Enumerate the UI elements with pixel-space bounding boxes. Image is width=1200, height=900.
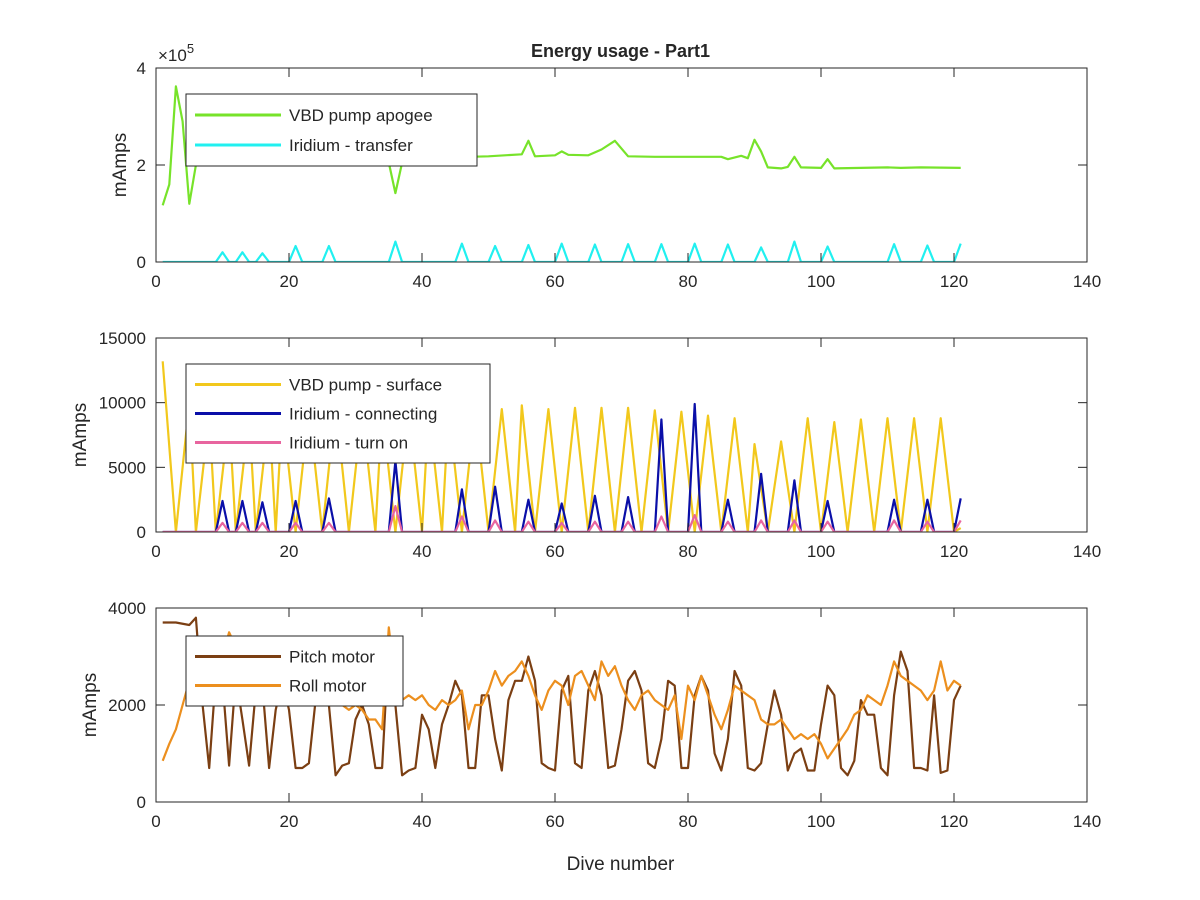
legend: VBD pump apogee Iridium - transfer (185, 93, 478, 167)
x-tick-label: 80 (679, 812, 698, 831)
y-tick-label: 2000 (108, 696, 146, 715)
x-tick-label: 120 (940, 812, 968, 831)
x-tick-label: 20 (280, 542, 299, 561)
x-tick-label: 140 (1073, 272, 1101, 291)
legend-box (185, 93, 478, 167)
x-tick-label: 0 (151, 272, 160, 291)
y-tick-label: 2 (137, 156, 146, 175)
legend-label: Iridium - turn on (289, 434, 408, 453)
legend: Pitch motor Roll motor (185, 635, 404, 707)
series-line-2 (162, 402, 962, 532)
x-tick-label: 60 (546, 542, 565, 561)
x-tick-label: 40 (413, 812, 432, 831)
figure-title: Energy usage - Part1 (531, 41, 710, 61)
x-tick-label: 100 (807, 812, 835, 831)
x-axis-label: Dive number (567, 854, 675, 875)
x-tick-label: 140 (1073, 542, 1101, 561)
series-group (161, 361, 962, 532)
x-tick-label: 60 (546, 812, 565, 831)
y-tick-label: 10000 (99, 394, 146, 413)
y-axis-label: mAmps (110, 133, 131, 197)
x-tick-label: 80 (679, 272, 698, 291)
y-exponent-label: ×105 (158, 41, 194, 65)
y-axis-label: mAmps (80, 673, 101, 737)
x-tick-label: 120 (940, 272, 968, 291)
x-tick-label: 100 (807, 542, 835, 561)
x-tick-label: 20 (280, 812, 299, 831)
axes-box (155, 337, 1088, 533)
x-tick-label: 40 (413, 272, 432, 291)
x-tick-label: 0 (151, 812, 160, 831)
series-line-3 (162, 505, 962, 532)
y-tick-label: 15000 (99, 329, 146, 348)
x-tick-label: 0 (151, 542, 160, 561)
panel-1: 0 20 40 60 80 100 120 140 0 2 4 mAmps ×105 VBD pump a… (110, 41, 1101, 291)
legend: VBD pump - surface Iridium - connecting Ir… (185, 363, 491, 464)
x-tick-label: 120 (940, 542, 968, 561)
y-tick-label: 4 (137, 59, 146, 78)
legend-box (185, 635, 404, 707)
x-tick-label: 100 (807, 272, 835, 291)
panels: 0 20 40 60 80 100 120 140 0 2 4 mAmps ×105 VBD pump a… (70, 41, 1101, 831)
x-tick-label: 20 (280, 272, 299, 291)
y-tick-label: 4000 (108, 599, 146, 618)
x-tick-label: 40 (413, 542, 432, 561)
x-tick-label: 80 (679, 542, 698, 561)
y-tick-label: 0 (137, 253, 146, 272)
y-axis-label: mAmps (70, 403, 91, 467)
x-tick-label: 140 (1073, 812, 1101, 831)
legend-label: Iridium - connecting (289, 405, 437, 424)
legend-label: Roll motor (289, 677, 367, 696)
legend-label: Pitch motor (289, 648, 375, 667)
series-line-1 (162, 616, 962, 777)
panel-3: 0 20 40 60 80 100 120 140 0 2000 4000 mAmps Pitch mo… (80, 599, 1101, 831)
legend-label: Iridium - transfer (289, 136, 413, 155)
y-tick-label: 0 (137, 523, 146, 542)
series-line-2 (162, 240, 962, 262)
legend-label: VBD pump apogee (289, 106, 433, 125)
panel-2: 0 20 40 60 80 100 120 140 0 5000 10000 15000 mAmps VB… (70, 329, 1101, 561)
x-tick-label: 60 (546, 272, 565, 291)
y-tick-label: 5000 (108, 458, 146, 477)
legend-label: VBD pump - surface (289, 376, 442, 395)
y-tick-label: 0 (137, 793, 146, 812)
